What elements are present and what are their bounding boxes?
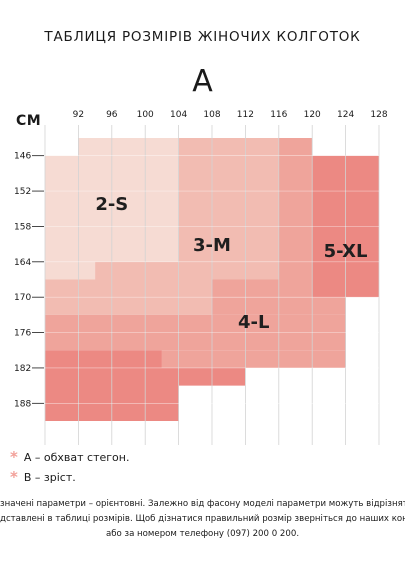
size-label-4-l: 4-L bbox=[238, 312, 269, 333]
page-title: ТАБЛИЦЯ РОЗМІРІВ ЖІНОЧИХ КОЛГОТОК bbox=[44, 29, 361, 45]
region-3-m-cell bbox=[95, 261, 279, 280]
disclaimer-note: значені параметри – орієнтовні. Залежно … bbox=[0, 497, 405, 542]
grid-lines bbox=[44, 125, 380, 445]
y-tick-label: 164 bbox=[14, 258, 31, 268]
y-tick-label: 158 bbox=[14, 222, 31, 232]
size-chart: 92 96 100 104 108 112 116 120 124 128 146 152 158 16… bbox=[14, 110, 388, 445]
region-labels: 2-S 3-M 4-L 5-XL bbox=[95, 194, 367, 333]
x-tick-label: 128 bbox=[370, 110, 387, 120]
y-tick-label: 152 bbox=[14, 187, 31, 197]
note-line-2: дставлені в таблиці розмірів. Щоб дізнат… bbox=[0, 514, 405, 524]
note-line-1: значені параметри – орієнтовні. Залежно … bbox=[0, 499, 405, 509]
region-4-l-cell bbox=[161, 350, 346, 368]
asterisk-icon: * bbox=[10, 448, 18, 466]
region-2-s-cell bbox=[45, 261, 96, 280]
y-tick-label: 182 bbox=[14, 364, 31, 374]
x-ticks: 92 96 100 104 108 112 116 120 124 128 bbox=[73, 110, 388, 120]
region-4-l-cell bbox=[278, 155, 313, 280]
x-tick-label: 92 bbox=[73, 110, 84, 120]
region-4-l-cell bbox=[278, 138, 313, 156]
y-tick-label: 176 bbox=[14, 329, 31, 339]
note-line-3: або за номером телефону (097) 200 0 200. bbox=[105, 529, 300, 539]
y-axis-unit: CM bbox=[16, 113, 42, 129]
size-label-3-m: 3-M bbox=[193, 235, 231, 256]
x-tick-label: 100 bbox=[137, 110, 154, 120]
y-tick-label: 188 bbox=[14, 399, 31, 409]
x-axis-label: A bbox=[192, 64, 213, 99]
y-tick-label: 170 bbox=[14, 293, 31, 303]
region-5-xl-cell bbox=[45, 350, 162, 368]
legend-item-b: * В – зріст. bbox=[10, 470, 76, 485]
size-regions bbox=[45, 138, 379, 421]
region-3-m-cell bbox=[178, 138, 279, 156]
x-tick-label: 108 bbox=[203, 110, 220, 120]
asterisk-icon: * bbox=[10, 468, 18, 486]
region-4-l-cell bbox=[212, 279, 313, 298]
region-3-m-cell bbox=[178, 155, 279, 262]
region-2-s-cell bbox=[78, 138, 179, 156]
x-tick-label: 120 bbox=[304, 110, 321, 120]
legend-text-b: В – зріст. bbox=[23, 471, 76, 484]
size-label-5-xl: 5-XL bbox=[324, 241, 368, 262]
x-tick-label: 112 bbox=[237, 110, 254, 120]
size-label-2-s: 2-S bbox=[95, 194, 128, 215]
legend-item-a: * А – обхват стегон. bbox=[10, 450, 129, 465]
x-tick-label: 124 bbox=[337, 110, 354, 120]
x-tick-label: 116 bbox=[270, 110, 287, 120]
x-tick-label: 104 bbox=[170, 110, 187, 120]
y-tick-label: 146 bbox=[14, 152, 31, 162]
legend-text-a: А – обхват стегон. bbox=[23, 451, 130, 464]
y-ticks: 146 152 158 164 170 176 182 188 bbox=[14, 152, 44, 409]
x-tick-label: 96 bbox=[106, 110, 118, 120]
